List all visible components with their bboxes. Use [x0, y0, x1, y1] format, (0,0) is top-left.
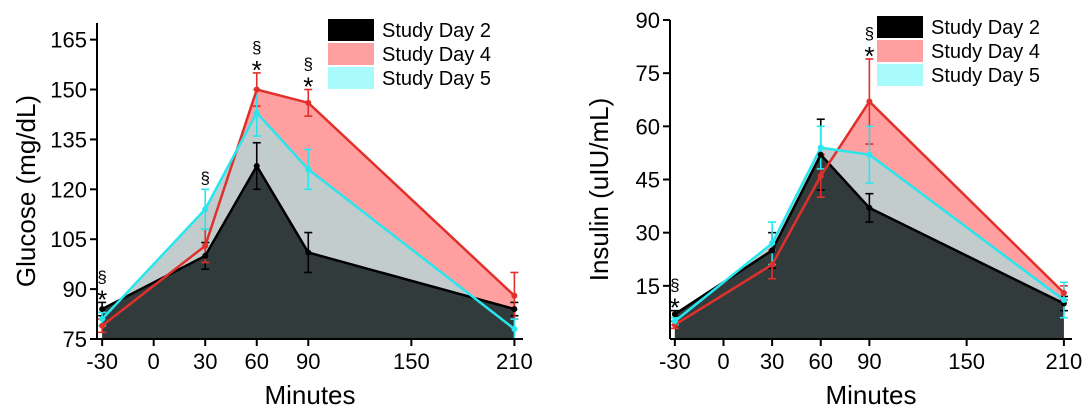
point-day5-1 — [202, 206, 209, 213]
y-tick-label: 105 — [50, 227, 87, 252]
y-tick-label: 90 — [63, 277, 87, 302]
significance-mark-1-0: § — [200, 168, 209, 187]
glucose-chart: 75 90 105 120 135 150 165 -30 0 30 60 90 150 210 Minut… — [11, 19, 533, 410]
point-day4-2 — [817, 172, 824, 179]
legend-label-1: Study Day 4 — [382, 44, 491, 66]
y-tick-label: 75 — [636, 61, 660, 86]
point-day5-2 — [817, 144, 824, 151]
point-day2-2 — [817, 151, 824, 158]
legend-swatch-1 — [328, 43, 374, 65]
point-day2-3 — [866, 204, 873, 211]
legend-swatch-0 — [877, 16, 923, 38]
x-axis-label: Minutes — [264, 380, 355, 408]
point-day5-3 — [305, 166, 312, 173]
legend-swatch-2 — [328, 67, 374, 89]
legend-swatch-0 — [328, 19, 374, 41]
legend-label-2: Study Day 5 — [382, 68, 491, 90]
x-tick-label: 150 — [948, 349, 985, 374]
point-day2-3 — [305, 249, 312, 256]
x-tick-label: 30 — [760, 349, 784, 374]
x-tick-label: 60 — [245, 349, 269, 374]
significance-mark-2-0: § — [252, 38, 261, 57]
x-tick-label: 90 — [296, 349, 320, 374]
y-tick-label: 90 — [636, 8, 660, 33]
point-day2-0 — [99, 306, 106, 313]
y-tick-label: 45 — [636, 168, 660, 193]
point-day4-2 — [253, 86, 260, 93]
point-day4-3 — [866, 98, 873, 105]
significance-mark-3-0: § — [304, 55, 313, 74]
x-tick-label: 210 — [1046, 349, 1083, 374]
x-axis-label: Minutes — [825, 380, 916, 408]
x-tick-label: 0 — [148, 349, 160, 374]
area-study-day-2 — [674, 154, 1064, 339]
x-tick-label: 150 — [393, 349, 430, 374]
point-day2-4 — [511, 306, 518, 313]
x-tick-label: 0 — [717, 349, 729, 374]
point-day4-1 — [202, 242, 209, 249]
x-tick-label: 90 — [857, 349, 881, 374]
legend-label-2: Study Day 5 — [931, 65, 1040, 87]
y-tick-label: 60 — [636, 114, 660, 139]
legend-label-0: Study Day 2 — [931, 17, 1040, 39]
area-study-day-2 — [102, 166, 515, 339]
point-day5-4 — [511, 326, 518, 333]
y-tick-label: 75 — [63, 327, 87, 352]
point-day2-0 — [671, 311, 678, 318]
significance-mark-0-1: * — [670, 293, 680, 323]
legend-label-1: Study Day 4 — [931, 41, 1040, 63]
insulin-chart: 15 30 45 60 75 90 -30 0 30 60 90 150 210 Minutes Insul… — [584, 8, 1083, 410]
significance-mark-0-1: * — [97, 284, 107, 314]
y-tick-label: 15 — [636, 274, 660, 299]
y-tick-label: 120 — [50, 177, 87, 202]
x-tick-label: -30 — [86, 349, 118, 374]
significance-mark-1-1: * — [864, 41, 874, 71]
x-tick-label: 60 — [809, 349, 833, 374]
x-tick-label: -30 — [659, 349, 691, 374]
significance-mark-2-1: * — [252, 55, 262, 85]
significance-mark-1-0: § — [865, 24, 874, 43]
y-tick-label: 150 — [50, 78, 87, 103]
legend-swatch-1 — [877, 40, 923, 62]
point-day5-0 — [99, 316, 106, 323]
point-day4-4 — [1060, 289, 1067, 296]
significance-mark-3-1: * — [303, 72, 313, 102]
point-day2-1 — [769, 247, 776, 254]
point-day5-2 — [253, 109, 260, 116]
legend-label-0: Study Day 2 — [382, 20, 491, 42]
point-day4-4 — [511, 292, 518, 299]
y-axis-label: Insulin (uIU/mL) — [584, 98, 614, 282]
x-tick-label: 210 — [496, 349, 533, 374]
point-day5-0 — [671, 318, 678, 325]
point-day4-0 — [99, 322, 106, 329]
significance-mark-0-0: § — [670, 276, 679, 295]
y-tick-label: 30 — [636, 221, 660, 246]
point-day2-1 — [202, 252, 209, 259]
point-day2-2 — [253, 163, 260, 170]
y-tick-label: 165 — [50, 28, 87, 53]
point-day5-3 — [866, 151, 873, 158]
significance-mark-0-0: § — [97, 267, 106, 286]
point-day4-3 — [305, 99, 312, 106]
point-day4-1 — [769, 261, 776, 268]
y-axis-label: Glucose (mg/dL) — [11, 95, 41, 287]
y-tick-label: 135 — [50, 127, 87, 152]
legend-swatch-2 — [877, 64, 923, 86]
x-tick-label: 30 — [193, 349, 217, 374]
point-day5-4 — [1060, 297, 1067, 304]
point-day5-1 — [769, 240, 776, 247]
